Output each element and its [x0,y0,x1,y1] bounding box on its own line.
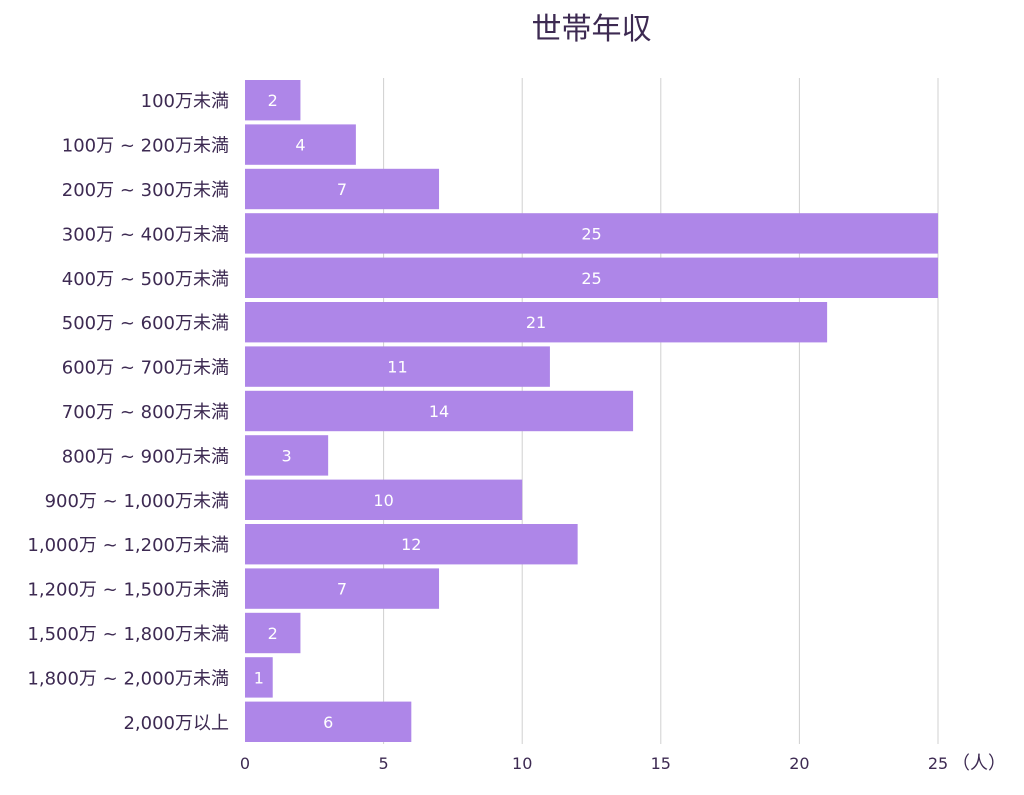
category-label: 500万 ~ 600万未満 [62,313,229,334]
category-label: 700万 ~ 800万未満 [62,402,229,423]
bar-value-label: 7 [337,580,347,599]
category-label: 300万 ~ 400万未満 [62,224,229,245]
category-label: 100万未満 [141,91,229,112]
bar-value-label: 2 [268,91,278,110]
bar [245,657,273,698]
bar-value-label: 14 [429,402,449,421]
bar-value-label: 12 [401,535,421,554]
category-label: 400万 ~ 500万未満 [62,269,229,290]
bar-value-label: 2 [268,624,278,643]
bar [245,257,938,298]
chart-title: 世帯年収 [531,12,652,47]
bar [245,213,938,254]
bar [245,302,828,343]
bar [245,612,301,654]
x-tick-label: 20 [789,754,809,773]
bar [245,168,440,210]
bar [245,346,550,387]
bar-value-label: 3 [281,446,291,465]
bar-value-label: 7 [337,180,347,199]
bar-value-label: 10 [373,491,393,510]
bar [245,701,412,742]
bar-value-label: 21 [526,313,546,332]
bar-value-label: 6 [323,713,333,732]
bar [245,124,356,165]
bar-value-label: 1 [254,668,264,687]
x-tick-label: 15 [651,754,671,773]
bar [245,390,634,432]
bar [245,435,329,476]
category-label: 1,800万 ~ 2,000万未満 [27,668,229,689]
bar [245,80,301,121]
x-tick-label: 25 [928,754,948,773]
category-label: 1,500万 ~ 1,800万未満 [27,624,229,645]
bar [245,568,440,609]
category-label: 1,000万 ~ 1,200万未満 [27,535,229,556]
category-label: 1,200万 ~ 1,500万未満 [27,580,229,601]
category-label: 2,000万以上 [123,713,229,734]
bar [245,479,523,520]
x-tick-label: 0 [240,754,250,773]
category-label: 900万 ~ 1,000万未満 [45,491,229,512]
category-label: 200万 ~ 300万未満 [62,180,229,201]
x-tick-label: 10 [512,754,532,773]
x-tick-label: 5 [379,754,389,773]
bar [245,524,578,565]
bar-value-label: 25 [581,224,601,243]
category-label: 600万 ~ 700万未満 [62,358,229,379]
category-label: 800万 ~ 900万未満 [62,446,229,467]
x-axis-unit-label: （人） [952,753,1006,774]
category-label: 100万 ~ 200万未満 [62,136,229,157]
bar-value-label: 11 [387,358,407,377]
bar-value-label: 4 [295,136,305,155]
bar-value-label: 25 [581,269,601,288]
